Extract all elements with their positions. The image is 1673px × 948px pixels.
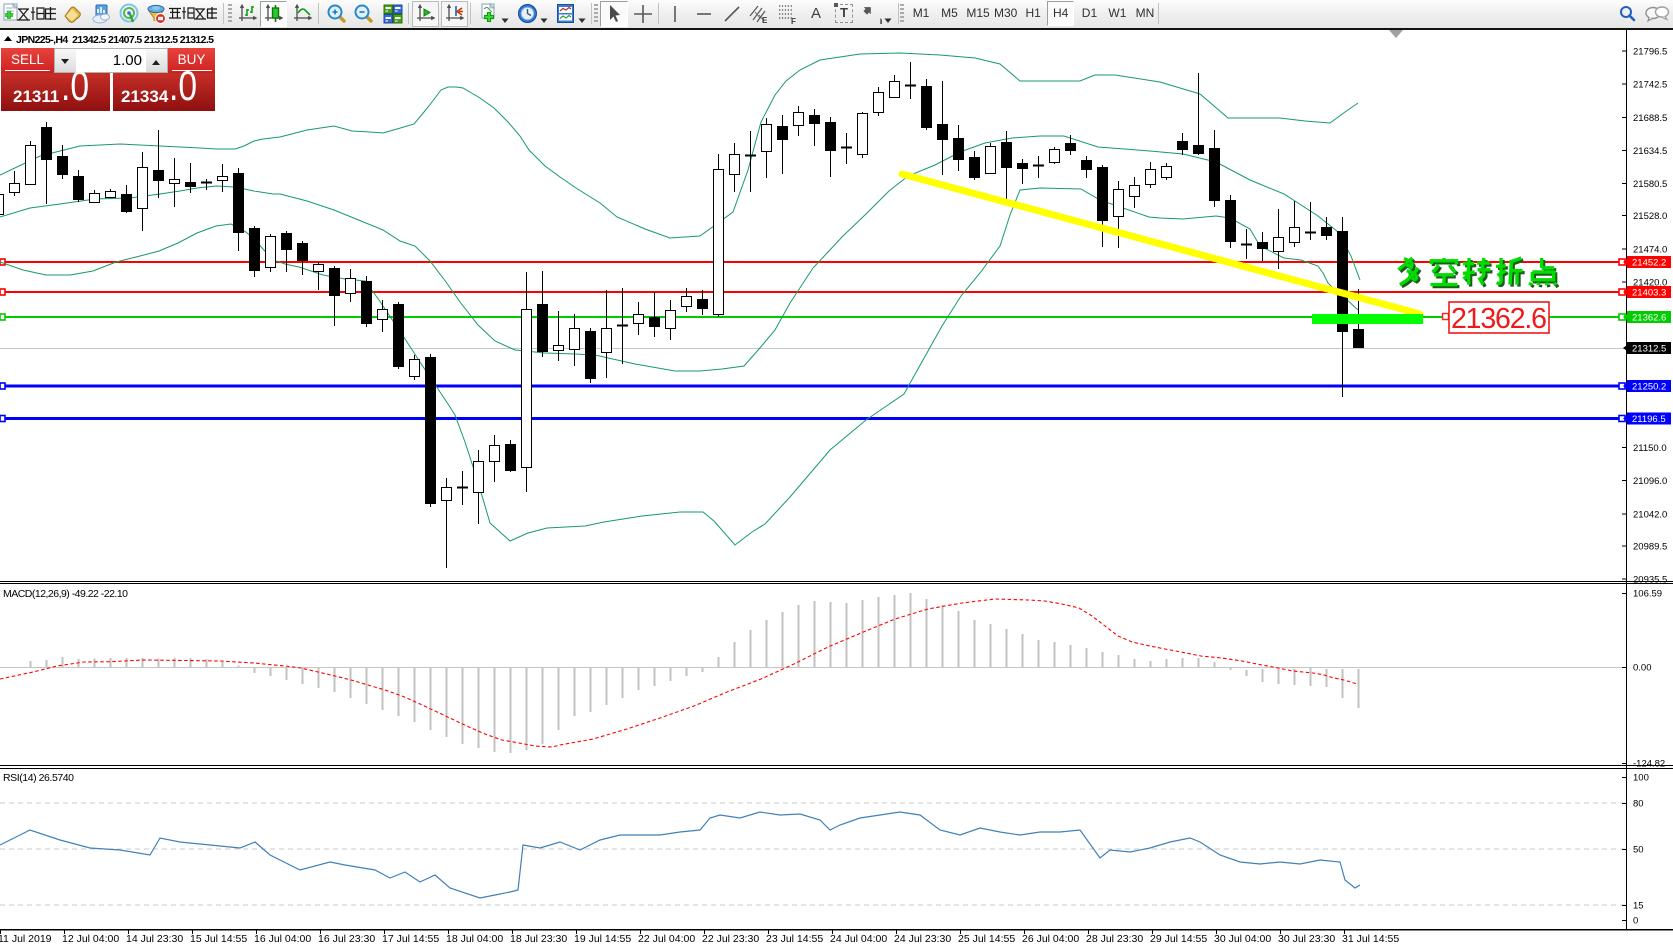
svg-text:15 Jul 14:55: 15 Jul 14:55 (190, 933, 247, 945)
svg-text:22 Jul 04:00: 22 Jul 04:00 (638, 933, 695, 945)
svg-text:-124.82: -124.82 (1633, 759, 1665, 770)
svg-text:21420.0: 21420.0 (1633, 277, 1667, 288)
svg-text:22 Jul 23:30: 22 Jul 23:30 (702, 933, 759, 945)
svg-text:17 Jul 14:55: 17 Jul 14:55 (382, 933, 439, 945)
svg-text:21580.5: 21580.5 (1633, 179, 1667, 190)
svg-text:25 Jul 14:55: 25 Jul 14:55 (958, 933, 1015, 945)
svg-text:21250.2: 21250.2 (1632, 382, 1666, 393)
svg-text:21742.5: 21742.5 (1633, 80, 1667, 91)
svg-text:18 Jul 23:30: 18 Jul 23:30 (510, 933, 567, 945)
svg-text:0: 0 (1633, 916, 1638, 927)
svg-text:26 Jul 04:00: 26 Jul 04:00 (1022, 933, 1079, 945)
svg-text:24 Jul 23:30: 24 Jul 23:30 (894, 933, 951, 945)
svg-text:23 Jul 14:55: 23 Jul 14:55 (766, 933, 823, 945)
svg-text:14 Jul 23:30: 14 Jul 23:30 (126, 933, 183, 945)
svg-text:F: F (791, 17, 796, 25)
svg-text:21474.0: 21474.0 (1633, 244, 1667, 255)
svg-text:106.59: 106.59 (1633, 589, 1662, 600)
svg-text:21362.6: 21362.6 (1632, 313, 1666, 324)
svg-text:28 Jul 23:30: 28 Jul 23:30 (1086, 933, 1143, 945)
svg-text:MACD(12,26,9) -49.22 -22.10: MACD(12,26,9) -49.22 -22.10 (3, 588, 128, 600)
svg-text:19 Jul 14:55: 19 Jul 14:55 (574, 933, 631, 945)
svg-text:0.00: 0.00 (1633, 663, 1652, 674)
svg-text:80: 80 (1633, 799, 1644, 810)
svg-text:21362.6: 21362.6 (1451, 303, 1547, 335)
svg-text:21452.2: 21452.2 (1632, 258, 1666, 269)
svg-text:24 Jul 04:00: 24 Jul 04:00 (830, 933, 887, 945)
svg-text:11 Jul 2019: 11 Jul 2019 (0, 933, 52, 945)
svg-text:16 Jul 04:00: 16 Jul 04:00 (254, 933, 311, 945)
svg-text:21042.0: 21042.0 (1633, 509, 1667, 520)
svg-text:21796.5: 21796.5 (1633, 47, 1667, 58)
svg-text:21688.5: 21688.5 (1633, 113, 1667, 124)
svg-text:21634.5: 21634.5 (1633, 146, 1667, 157)
svg-text:21096.0: 21096.0 (1633, 476, 1667, 487)
svg-text:31 Jul 14:55: 31 Jul 14:55 (1342, 933, 1399, 945)
svg-text:20989.5: 20989.5 (1633, 541, 1667, 552)
svg-text:21528.0: 21528.0 (1633, 211, 1667, 222)
svg-text:30 Jul 23:30: 30 Jul 23:30 (1278, 933, 1335, 945)
svg-text:50: 50 (1633, 845, 1644, 856)
svg-text:16 Jul 23:30: 16 Jul 23:30 (318, 933, 375, 945)
svg-text:29 Jul 14:55: 29 Jul 14:55 (1150, 933, 1207, 945)
svg-text:15: 15 (1633, 901, 1644, 912)
svg-text:21312.5: 21312.5 (1632, 344, 1666, 355)
svg-text:RSI(14) 26.5740: RSI(14) 26.5740 (3, 772, 74, 784)
svg-text:21150.0: 21150.0 (1633, 443, 1667, 454)
svg-text:30 Jul 04:00: 30 Jul 04:00 (1214, 933, 1271, 945)
svg-text:20935.5: 20935.5 (1633, 575, 1667, 586)
svg-text:21403.3: 21403.3 (1632, 288, 1666, 299)
svg-text:18 Jul 04:00: 18 Jul 04:00 (446, 933, 503, 945)
svg-text:21196.5: 21196.5 (1632, 414, 1666, 425)
svg-text:100: 100 (1633, 773, 1649, 784)
svg-text:12 Jul 04:00: 12 Jul 04:00 (62, 933, 119, 945)
svg-text:E: E (762, 16, 768, 25)
svg-text:JPN225-,H4 21342.5 21407.5 21: JPN225-,H4 21342.5 21407.5 21312.5 21312… (16, 34, 214, 46)
